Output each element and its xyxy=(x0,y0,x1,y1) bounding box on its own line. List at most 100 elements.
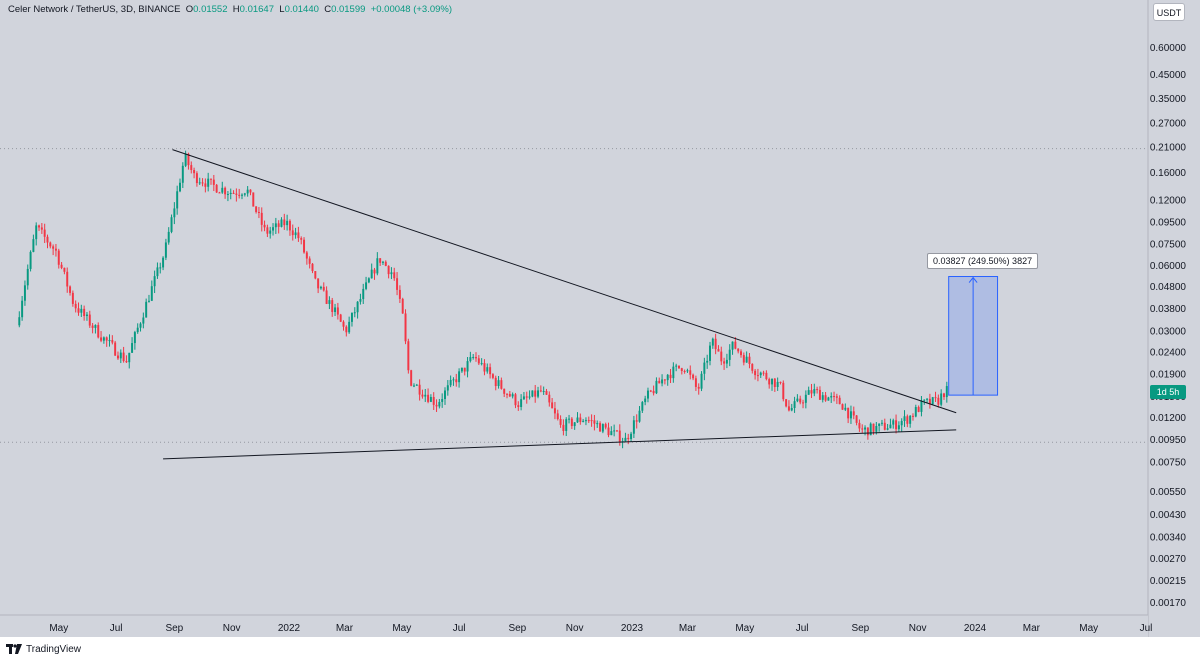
candle xyxy=(356,301,359,319)
candle-body xyxy=(680,368,683,371)
candle xyxy=(429,394,432,403)
candle xyxy=(432,392,435,410)
candle-body xyxy=(435,404,438,407)
candle-body xyxy=(235,193,238,195)
price-axis-area[interactable] xyxy=(1148,0,1200,637)
candle xyxy=(260,207,263,232)
candle-body xyxy=(548,394,551,403)
candle-body xyxy=(883,422,886,430)
time-axis-area[interactable] xyxy=(0,615,1148,637)
candle xyxy=(489,363,492,379)
candle-body xyxy=(52,246,55,249)
candle xyxy=(692,373,695,381)
candle-body xyxy=(241,194,244,196)
candle-body xyxy=(522,396,525,400)
candle-body xyxy=(410,370,413,386)
plot-background[interactable] xyxy=(0,0,1148,637)
candle-body xyxy=(542,390,545,392)
candle xyxy=(477,355,480,366)
candle-body xyxy=(303,239,306,253)
candle-body xyxy=(793,401,796,409)
price-tick-label: 0.01200 xyxy=(1150,413,1187,424)
candle xyxy=(221,181,224,194)
candle-body xyxy=(288,220,291,231)
candle-body xyxy=(449,379,452,386)
candle xyxy=(615,429,618,432)
candle-body xyxy=(398,289,401,299)
candle xyxy=(74,300,77,313)
candle-body xyxy=(565,419,568,431)
candle xyxy=(441,393,444,408)
candle xyxy=(503,388,506,398)
candle xyxy=(883,418,886,431)
candle xyxy=(238,188,241,199)
candle xyxy=(928,393,931,409)
candle xyxy=(593,414,596,431)
candle xyxy=(802,399,805,409)
candle xyxy=(892,418,895,429)
candle xyxy=(773,377,776,392)
candle-body xyxy=(759,372,762,376)
candle xyxy=(303,237,306,254)
candle xyxy=(610,426,613,436)
candle-body xyxy=(444,390,446,400)
candle-body xyxy=(319,286,322,289)
candle-body xyxy=(677,365,680,369)
price-tick-label: 0.00340 xyxy=(1150,532,1187,543)
candle xyxy=(164,238,167,261)
candle-body xyxy=(852,411,855,416)
candle-body xyxy=(226,193,229,195)
candle xyxy=(508,390,511,398)
candle-body xyxy=(246,189,249,194)
candle-body xyxy=(607,427,610,436)
candle-body xyxy=(80,308,83,313)
candle xyxy=(475,352,477,362)
candle-body xyxy=(173,208,176,218)
candle xyxy=(573,422,576,430)
candle-body xyxy=(751,363,754,371)
candle-body xyxy=(274,223,277,228)
measure-arrow-head xyxy=(968,276,978,283)
candle-body xyxy=(686,370,689,372)
candle xyxy=(785,398,788,408)
currency-button[interactable]: USDT xyxy=(1153,3,1185,21)
candle-body xyxy=(835,396,838,398)
candle xyxy=(649,389,652,393)
candle-body xyxy=(689,370,692,375)
candle xyxy=(280,217,283,228)
candle xyxy=(900,418,903,432)
candle-body xyxy=(85,314,88,316)
candle xyxy=(703,357,706,381)
candle-body xyxy=(229,192,232,194)
candle xyxy=(94,324,97,334)
candle-body xyxy=(725,359,728,364)
candle xyxy=(756,368,759,382)
candle-body xyxy=(162,257,165,268)
candle xyxy=(765,370,768,381)
candle-body xyxy=(858,422,861,429)
candle-body xyxy=(720,351,723,362)
symbol-title[interactable]: Celer Network / TetherUS, 3D, BINANCE xyxy=(8,4,181,15)
candle-body xyxy=(483,363,486,372)
candle xyxy=(452,377,455,386)
footer-brand[interactable]: TradingView xyxy=(26,643,82,655)
candle xyxy=(119,349,122,364)
candle xyxy=(534,384,537,403)
candle xyxy=(725,353,728,369)
candle xyxy=(796,394,799,403)
candle-body xyxy=(147,300,150,302)
candle-body xyxy=(379,258,382,263)
candle-body xyxy=(463,367,466,372)
candle-body xyxy=(900,420,903,426)
candle xyxy=(906,414,909,428)
candle-body xyxy=(785,399,788,407)
candle-body xyxy=(824,395,827,401)
candle-body xyxy=(641,402,644,411)
time-tick-label: Sep xyxy=(508,623,526,634)
candle-body xyxy=(486,367,489,372)
candle xyxy=(243,192,246,197)
candle-body xyxy=(232,192,235,194)
candle xyxy=(421,389,424,399)
